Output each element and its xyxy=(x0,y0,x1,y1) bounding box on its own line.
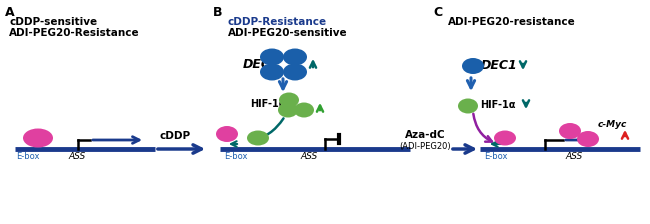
Text: E-box: E-box xyxy=(16,152,40,161)
Text: ASS: ASS xyxy=(565,152,582,161)
Text: HIF-1α: HIF-1α xyxy=(250,99,285,109)
Text: DEC1: DEC1 xyxy=(243,58,280,71)
Text: cDDP-sensitive: cDDP-sensitive xyxy=(9,17,97,27)
Ellipse shape xyxy=(294,103,314,118)
Ellipse shape xyxy=(260,49,284,65)
Ellipse shape xyxy=(559,123,581,139)
Text: E-box: E-box xyxy=(484,152,508,161)
Text: cDDP-Resistance: cDDP-Resistance xyxy=(228,17,327,27)
Text: ADI-PEG20-sensitive: ADI-PEG20-sensitive xyxy=(228,28,348,38)
Text: DEC1: DEC1 xyxy=(481,58,518,71)
Text: ASS: ASS xyxy=(300,152,317,161)
Ellipse shape xyxy=(494,131,516,146)
Text: E-box: E-box xyxy=(224,152,248,161)
Text: c-Myc: c-Myc xyxy=(25,134,51,142)
Text: c-Myc: c-Myc xyxy=(598,120,627,129)
Ellipse shape xyxy=(283,63,307,80)
Text: (ADI-PEG20): (ADI-PEG20) xyxy=(399,142,451,151)
Ellipse shape xyxy=(278,103,298,118)
Ellipse shape xyxy=(462,58,484,74)
Ellipse shape xyxy=(216,126,238,142)
Ellipse shape xyxy=(283,49,307,65)
Ellipse shape xyxy=(279,93,299,108)
Text: ADI-PEG20-resistance: ADI-PEG20-resistance xyxy=(448,17,576,27)
Text: B: B xyxy=(213,6,222,19)
Text: A: A xyxy=(5,6,14,19)
Text: ASS: ASS xyxy=(68,152,85,161)
Ellipse shape xyxy=(247,131,269,146)
Text: Aza-dC: Aza-dC xyxy=(405,130,445,140)
Ellipse shape xyxy=(260,63,284,80)
Text: HIF-1α: HIF-1α xyxy=(480,100,515,110)
Ellipse shape xyxy=(23,129,53,147)
Text: C: C xyxy=(433,6,442,19)
Text: cDDP: cDDP xyxy=(159,131,190,141)
Ellipse shape xyxy=(458,99,478,114)
Ellipse shape xyxy=(577,131,599,147)
Text: ADI-PEG20-Resistance: ADI-PEG20-Resistance xyxy=(9,28,140,38)
